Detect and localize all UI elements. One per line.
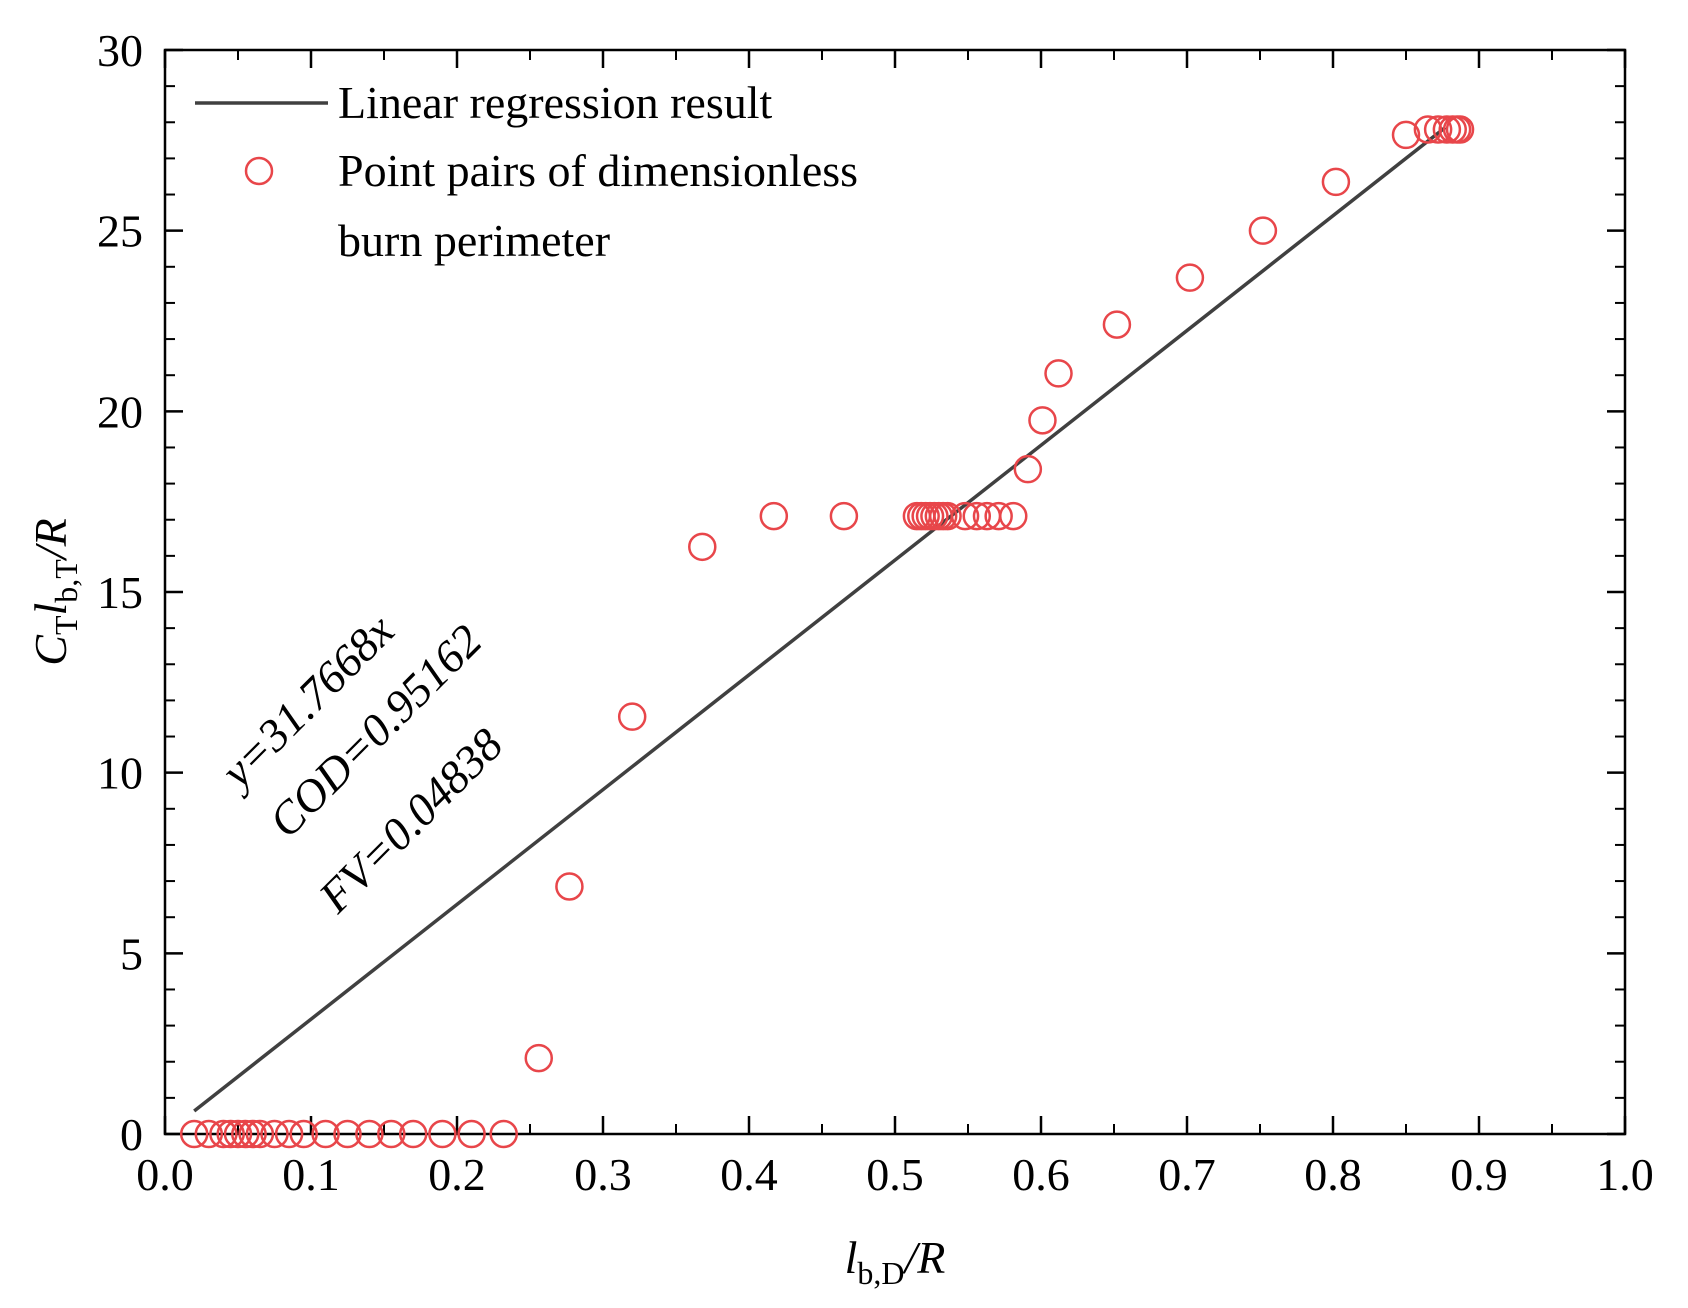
- x-tick-label: 1.0: [1596, 1149, 1654, 1200]
- scatter-points: [179, 115, 1475, 1149]
- y-axis-label-l-sub: b,T: [48, 559, 84, 603]
- y-axis-label-rest: /R: [25, 518, 76, 562]
- scatter-point: [933, 501, 962, 531]
- legend-line-label: Linear regression result: [338, 77, 773, 128]
- scatter-point: [555, 872, 584, 901]
- scatter-point: [489, 1119, 518, 1149]
- y-axis-label-c: C: [25, 634, 76, 666]
- scatter-point: [950, 501, 980, 531]
- y-axis-label-l: l: [25, 603, 76, 616]
- scatter-point: [245, 1119, 275, 1149]
- y-tick-label: 0: [120, 1109, 143, 1160]
- scatter-point: [759, 501, 789, 531]
- y-axis-label-c-sub: T: [48, 615, 84, 635]
- scatter-point: [274, 1119, 304, 1149]
- scatter-point: [962, 501, 992, 531]
- y-tick-label: 5: [120, 928, 143, 979]
- scatter-point: [1423, 115, 1453, 144]
- scatter-point: [1432, 115, 1462, 144]
- x-axis-label-sub: b,D: [857, 1255, 904, 1291]
- scatter-point: [238, 1119, 267, 1149]
- legend: Linear regression result Point pairs of …: [195, 77, 858, 266]
- legend-point-swatch: [244, 156, 274, 186]
- legend-point-label-line2: burn perimeter: [338, 215, 610, 266]
- scatter-point: [311, 1119, 340, 1149]
- y-tick-label: 25: [97, 206, 143, 257]
- scatter-point: [289, 1119, 318, 1149]
- scatter-point: [1445, 115, 1475, 144]
- x-tick-label: 0.1: [282, 1149, 340, 1200]
- scatter-point: [377, 1119, 406, 1149]
- scatter-point: [428, 1119, 457, 1149]
- scatter-point: [617, 702, 647, 731]
- x-tick-label: 0.9: [1450, 1149, 1508, 1200]
- x-tick-label: 0.8: [1304, 1149, 1362, 1200]
- legend-point-label-line1: Point pairs of dimensionless: [338, 145, 858, 196]
- scatter-point: [984, 501, 1013, 531]
- scatter-point: [1391, 120, 1421, 150]
- x-tick-label: 0.5: [866, 1149, 924, 1200]
- y-tick-label: 30: [97, 25, 143, 76]
- x-tick-label: 0.7: [1158, 1149, 1216, 1200]
- scatter-point: [1044, 359, 1073, 388]
- scatter-point: [1028, 406, 1057, 435]
- y-tick-label: 15: [97, 567, 143, 618]
- scatter-point: [209, 1119, 238, 1149]
- scatter-point: [216, 1119, 245, 1149]
- scatter-point: [524, 1043, 554, 1073]
- x-tick-label: 0.2: [428, 1149, 486, 1200]
- scatter-point: [333, 1119, 362, 1149]
- scatter-point: [398, 1119, 428, 1149]
- scatter-point: [1013, 454, 1043, 484]
- scatter-point: [260, 1119, 289, 1149]
- y-axis-label: CTlb,T/R: [25, 518, 84, 665]
- y-tick-labels: 0 5 10 15 20 25 30: [97, 25, 143, 1160]
- scatter-point: [355, 1119, 384, 1149]
- x-tick-labels: 0.0 0.1 0.2 0.3 0.4 0.5 0.6 0.7 0.8 0.9 1.0: [136, 1149, 1654, 1200]
- y-tick-label: 10: [97, 748, 143, 799]
- x-axis-label-rest: /R: [902, 1232, 946, 1283]
- scatter-point: [1248, 216, 1278, 245]
- x-tick-label: 0.0: [136, 1149, 194, 1200]
- scatter-point: [1102, 310, 1132, 339]
- x-axis-label: lb,D/R: [845, 1232, 946, 1291]
- major-ticks: [163, 48, 1627, 1136]
- y-tick-label: 20: [97, 386, 143, 437]
- scatter-point: [457, 1119, 486, 1149]
- scatter-point: [829, 501, 859, 531]
- scatter-point: [688, 532, 717, 562]
- scatter-point: [999, 501, 1028, 531]
- minor-ticks: [165, 50, 1625, 1134]
- scatter-point: [231, 1119, 260, 1149]
- scatter-point: [194, 1119, 224, 1149]
- x-tick-label: 0.4: [720, 1149, 778, 1200]
- scatter-point: [1321, 167, 1351, 197]
- x-tick-label: 0.6: [1012, 1149, 1070, 1200]
- scatter-point: [1175, 263, 1205, 292]
- scatter-point: [179, 1119, 209, 1149]
- x-tick-label: 0.3: [574, 1149, 632, 1200]
- x-axis-label-main: l: [845, 1232, 858, 1283]
- scatter-point: [223, 1119, 253, 1149]
- regression-line: [193, 125, 1447, 1113]
